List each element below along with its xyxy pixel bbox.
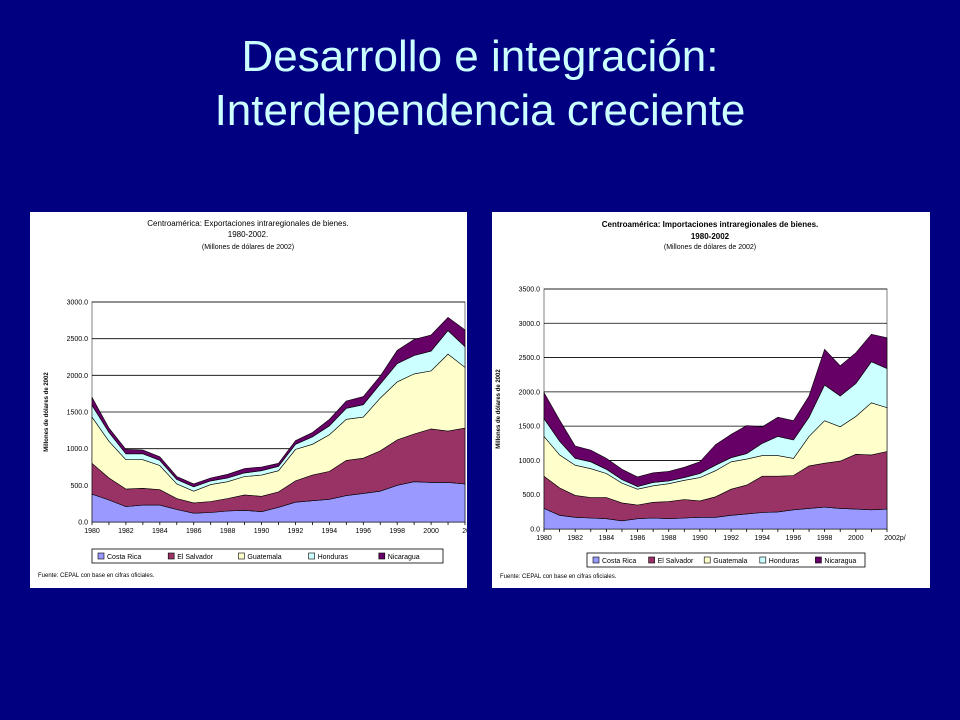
- legend-swatch: [759, 556, 767, 564]
- y-tick-label: 0.0: [78, 520, 88, 527]
- y-tick-label: 1000.0: [67, 446, 89, 453]
- chart-subtitle: 1980-2002: [691, 232, 730, 241]
- x-tick-label: 1992: [288, 528, 304, 535]
- x-tick-label: 1984: [599, 535, 615, 542]
- y-tick-label: 0.0: [530, 527, 540, 534]
- chart-source: Fuente: CEPAL con base en cifras oficial…: [500, 574, 617, 580]
- x-tick-label: 1984: [152, 528, 168, 535]
- y-tick-label: 2500.0: [67, 336, 89, 343]
- legend-label: Nicaragua: [824, 558, 856, 565]
- legend-swatch: [378, 552, 386, 560]
- legend-label: Nicaragua: [388, 554, 420, 561]
- y-tick-label: 500.0: [522, 492, 540, 499]
- x-tick-label: 1996: [355, 528, 371, 535]
- legend-label: Costa Rica: [602, 558, 636, 565]
- chart-legend: [586, 552, 866, 568]
- x-tick-label: 1990: [692, 535, 708, 542]
- x-tick-label: 2002p/: [884, 535, 905, 542]
- y-tick-label: 1500.0: [67, 410, 89, 417]
- x-tick-label: 1988: [220, 528, 236, 535]
- legend-swatch: [97, 552, 105, 560]
- x-tick-label: 1990: [254, 528, 270, 535]
- y-axis-label: Millones de dólares de 2002: [496, 369, 502, 449]
- legend-label: Guatemala: [247, 554, 281, 561]
- legend-label: Guatemala: [713, 558, 747, 565]
- x-tick-label: 1986: [186, 528, 202, 535]
- y-tick-label: 3000.0: [519, 321, 541, 328]
- chart-units: (Millones de dólares de 2002): [664, 244, 756, 251]
- x-tick-label: 1982: [118, 528, 134, 535]
- legend-swatch: [648, 556, 655, 564]
- slide-title-line-1: Desarrollo e integración:: [241, 32, 719, 81]
- x-tick-label: 1992: [723, 535, 739, 542]
- x-tick-label: 1980: [84, 528, 100, 535]
- x-tick-label: 1986: [630, 535, 646, 542]
- chart-legend: [91, 548, 444, 564]
- legend-label: El Salvador: [658, 558, 694, 565]
- area-series-nicaragua: [91, 317, 466, 488]
- x-tick-label: 1998: [389, 528, 405, 535]
- legend-swatch: [238, 552, 245, 560]
- legend-swatch: [592, 556, 600, 564]
- y-tick-label: 500.0: [70, 483, 88, 490]
- y-tick-label: 2000.0: [67, 373, 89, 380]
- slide-title-line-2: Interdependencia creciente: [214, 86, 746, 135]
- legend-label: El Salvador: [177, 554, 213, 561]
- slide-title: Desarrollo e integración: Interdependenc…: [0, 30, 960, 138]
- legend-swatch: [308, 552, 315, 560]
- y-tick-label: 2500.0: [519, 355, 541, 362]
- x-tick-label: 1998: [817, 535, 833, 542]
- x-tick-label: 1996: [786, 535, 802, 542]
- y-tick-label: 3500.0: [519, 287, 541, 294]
- x-tick-label: 1988: [661, 535, 677, 542]
- y-tick-label: 1000.0: [519, 458, 541, 465]
- legend-label: Costa Rica: [107, 554, 141, 561]
- x-tick-label: 2000: [848, 535, 864, 542]
- chart-subtitle: 1980-2002.: [228, 230, 268, 239]
- x-tick-label: 1994: [754, 535, 770, 542]
- legend-label: Honduras: [318, 554, 349, 561]
- y-tick-label: 3000.0: [67, 300, 89, 307]
- x-tick-label: 2000: [423, 528, 439, 535]
- legend-swatch: [703, 556, 711, 564]
- x-tick-label: 2002p/: [462, 528, 467, 535]
- y-tick-label: 1500.0: [519, 424, 541, 431]
- legend-swatch: [167, 552, 175, 560]
- x-tick-label: 1980: [536, 535, 552, 542]
- exports-chart-panel: Centroamérica: Exportaciones intraregion…: [30, 212, 467, 588]
- x-tick-label: 1982: [567, 535, 583, 542]
- chart-title: Centroamérica: Exportaciones intraregion…: [147, 219, 348, 228]
- imports-chart: Centroamérica: Importaciones intraregion…: [496, 220, 906, 580]
- imports-chart-panel: Centroamérica: Importaciones intraregion…: [492, 212, 930, 588]
- x-tick-label: 1994: [322, 528, 338, 535]
- chart-title: Centroamérica: Importaciones intraregion…: [602, 220, 819, 229]
- y-tick-label: 2000.0: [519, 389, 541, 396]
- exports-chart: Centroamérica: Exportaciones intraregion…: [38, 219, 467, 579]
- area-series-nicaragua: [543, 333, 888, 487]
- chart-units: (Millones de dólares de 2002): [202, 244, 294, 251]
- legend-swatch: [815, 556, 822, 564]
- legend-label: Honduras: [769, 558, 800, 565]
- y-axis-label: Millones de dólares de 2002: [44, 372, 50, 452]
- chart-source: Fuente: CEPAL con base en cifras oficial…: [38, 573, 155, 579]
